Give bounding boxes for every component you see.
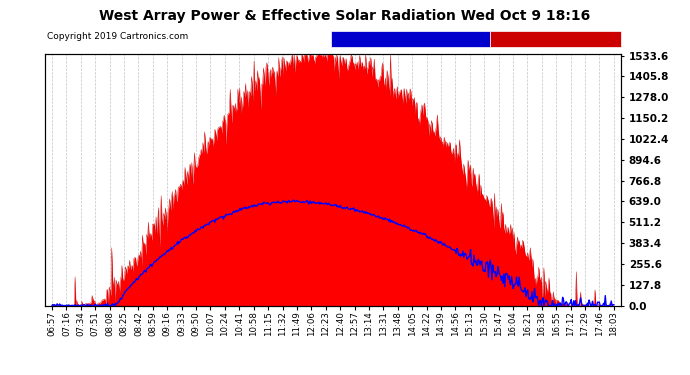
- Text: West Array Power & Effective Solar Radiation Wed Oct 9 18:16: West Array Power & Effective Solar Radia…: [99, 9, 591, 23]
- Text: Radiation (Effective w/m2): Radiation (Effective w/m2): [348, 34, 473, 43]
- Text: Copyright 2019 Cartronics.com: Copyright 2019 Cartronics.com: [47, 32, 188, 41]
- Text: West Array (DC Watts): West Array (DC Watts): [502, 34, 609, 43]
